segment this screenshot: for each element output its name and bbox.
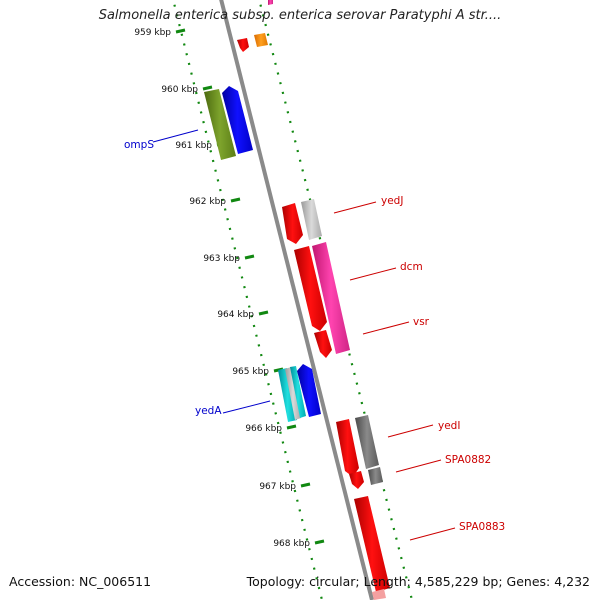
gene-arrow-gray-2 bbox=[368, 467, 383, 485]
tick-label: 965 kbp bbox=[232, 367, 269, 377]
gene-arrow-red-small bbox=[314, 330, 332, 358]
tick-label: 962 kbp bbox=[189, 197, 226, 207]
gene-arrow-pink-bottom bbox=[372, 589, 386, 600]
tick-mark bbox=[175, 28, 186, 34]
gene-SPA0882 bbox=[355, 415, 379, 469]
tick-mark bbox=[286, 424, 297, 430]
gene-label: yedJ bbox=[381, 195, 403, 207]
gene-yedA bbox=[278, 368, 297, 422]
tick-label: 967 kbp bbox=[259, 482, 296, 492]
gene-vsr bbox=[312, 242, 350, 354]
gene-label: SPA0883 bbox=[459, 521, 505, 533]
genome-title: Salmonella enterica subsp. enterica sero… bbox=[98, 8, 502, 23]
gene-label-leader-line bbox=[409, 527, 456, 541]
gene-label: ompS bbox=[124, 139, 154, 151]
gene-label: vsr bbox=[413, 316, 430, 328]
tick-mark bbox=[244, 254, 255, 260]
gene-arrow-blue bbox=[222, 86, 253, 154]
gene-arrow-blue-2 bbox=[297, 364, 321, 417]
gene-features bbox=[204, 0, 390, 600]
gene-arrow-cyan-2 bbox=[290, 366, 306, 418]
tick-label: 964 kbp bbox=[217, 310, 254, 320]
gene-arrow-lightgray-2 bbox=[285, 367, 301, 420]
accession-label: Accession: NC_006511 bbox=[9, 574, 152, 589]
gene-label: SPA0882 bbox=[445, 454, 491, 466]
gene-yedJ bbox=[282, 203, 303, 244]
gene-label: yedA bbox=[195, 405, 222, 417]
genome-summary-label: Topology: circular; Length: 4,585,229 bp… bbox=[246, 574, 590, 589]
gene-dcm bbox=[294, 246, 327, 331]
genome-backbone bbox=[219, 0, 374, 600]
tick-mark bbox=[300, 482, 311, 488]
dotted-ring-lines bbox=[172, 0, 414, 600]
gene-label-leader-line bbox=[222, 400, 271, 414]
gene-label-leader-line bbox=[349, 267, 397, 281]
tick-label: 963 kbp bbox=[203, 254, 240, 264]
tick-mark bbox=[258, 310, 269, 316]
tick-label: 959 kbp bbox=[134, 28, 171, 38]
outer-dotted-ring bbox=[258, 0, 414, 600]
gene-arrow-red-3 bbox=[349, 471, 364, 489]
gene-label-layer: ompS yedJ dcm vsr yedA yedI SPA0882 SPA0883 bbox=[124, 129, 505, 541]
tick-layer: 959 kbp 960 kbp 961 kbp 962 kbp 963 kbp 964 k… bbox=[134, 28, 325, 549]
tick-label: 968 kbp bbox=[273, 539, 310, 549]
tick-mark bbox=[314, 539, 325, 545]
gene-label: dcm bbox=[400, 261, 423, 273]
gene-label-leader-line bbox=[333, 201, 377, 214]
inner-dotted-ring bbox=[172, 0, 324, 600]
tick-label: 960 kbp bbox=[161, 85, 198, 95]
gene-ompS bbox=[204, 89, 236, 160]
gene-label-leader-line bbox=[387, 424, 434, 438]
tick-label: 966 kbp bbox=[245, 424, 282, 434]
gene-label-leader-line bbox=[152, 129, 199, 143]
gene-arrow-red bbox=[237, 38, 249, 52]
gene-yedI bbox=[336, 419, 359, 477]
gene-arrow-orange bbox=[254, 33, 268, 47]
gene-label-leader-line bbox=[362, 321, 410, 335]
gene-arrow-lightgray bbox=[301, 199, 322, 240]
gene-SPA0883 bbox=[354, 496, 390, 592]
tick-mark bbox=[230, 197, 241, 203]
gene-arrow-pink bbox=[268, 0, 273, 5]
tick-label: 961 kbp bbox=[175, 141, 212, 151]
gene-label: yedI bbox=[438, 420, 460, 432]
tick-mark bbox=[202, 85, 213, 91]
gene-label-leader-line bbox=[395, 459, 442, 473]
